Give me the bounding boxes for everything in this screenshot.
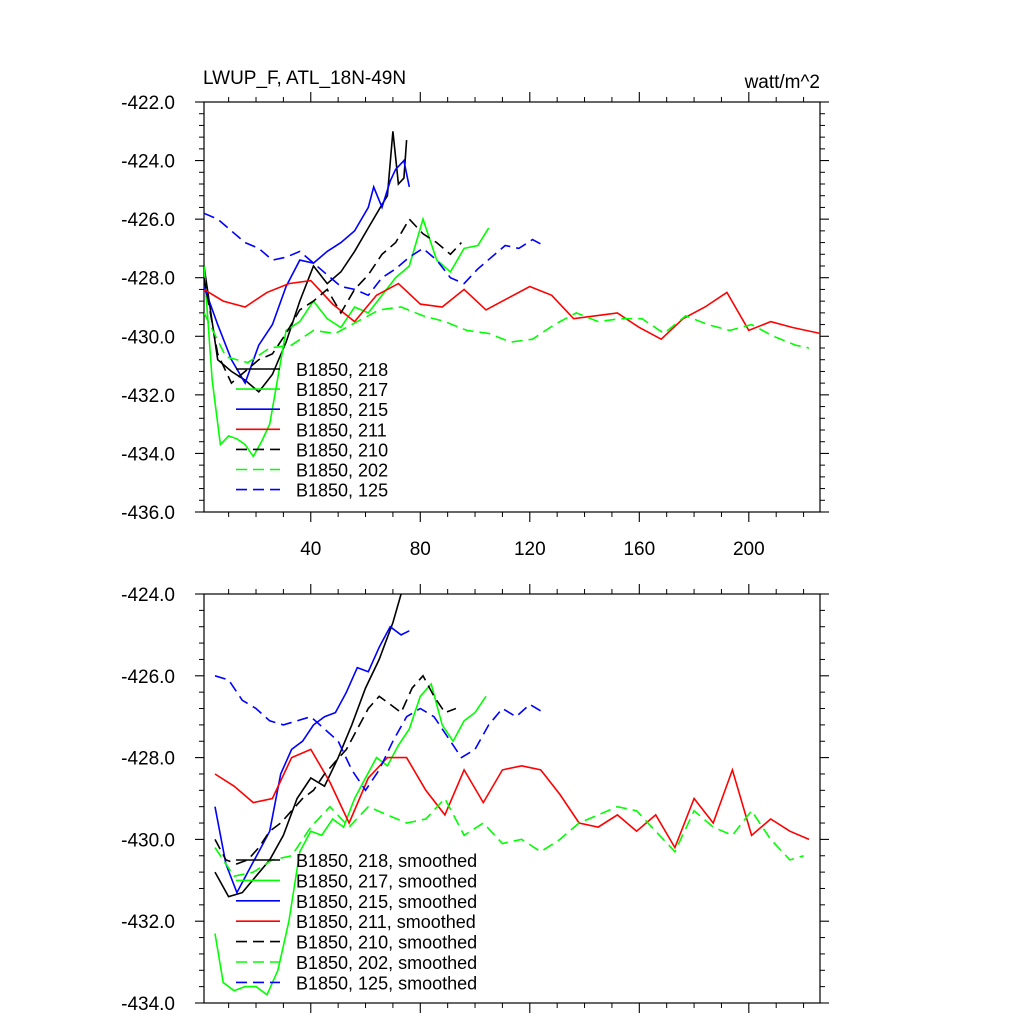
y-tick-label: -432.0 bbox=[121, 912, 175, 933]
legend-label: B1850, 202 bbox=[296, 461, 388, 481]
series-line-1 bbox=[214, 594, 402, 898]
x-tick-label: 200 bbox=[733, 539, 765, 560]
legend-label: B1850, 210 bbox=[296, 440, 388, 460]
legend-label: B1850, 210, smoothed bbox=[296, 933, 477, 953]
units-label: watt/m^2 bbox=[744, 72, 820, 93]
series-line-2 bbox=[204, 216, 490, 458]
series-line-2 bbox=[214, 682, 487, 997]
y-tick-label: -424.0 bbox=[121, 585, 175, 606]
chart-title: LWUP_F, ATL_18N-49N bbox=[203, 68, 406, 89]
y-tick-label: -428.0 bbox=[121, 749, 175, 770]
series-line-7 bbox=[204, 212, 544, 297]
series-line-7 bbox=[214, 675, 544, 792]
y-tick-label: -424.0 bbox=[121, 152, 175, 173]
x-tick-label: 80 bbox=[410, 539, 431, 560]
series-line-1 bbox=[204, 131, 408, 394]
series-line-4 bbox=[204, 279, 820, 341]
legend-label: B1850, 217, smoothed bbox=[296, 871, 477, 891]
series-line-3 bbox=[214, 625, 410, 895]
legend-label: B1850, 218 bbox=[296, 360, 388, 380]
series-line-5 bbox=[214, 674, 457, 865]
series-line-4 bbox=[214, 748, 810, 850]
legend-label: B1850, 215, smoothed bbox=[296, 892, 477, 912]
series-line-6 bbox=[214, 797, 804, 878]
legend-label: B1850, 125 bbox=[296, 481, 388, 501]
plot-frame bbox=[203, 101, 821, 513]
x-tick-label: 160 bbox=[623, 539, 655, 560]
y-tick-label: -426.0 bbox=[121, 210, 175, 231]
y-tick-label: -430.0 bbox=[121, 830, 175, 851]
series-line-3 bbox=[204, 158, 411, 385]
y-tick-label: -430.0 bbox=[121, 327, 175, 348]
legend-label: B1850, 211 bbox=[296, 420, 387, 440]
x-tick-label: 120 bbox=[514, 539, 546, 560]
legend-label: B1850, 218, smoothed bbox=[296, 851, 477, 871]
y-tick-label: -432.0 bbox=[121, 386, 175, 407]
y-tick-label: -428.0 bbox=[121, 269, 175, 290]
series-line-6 bbox=[204, 306, 810, 364]
legend-label: B1850, 215 bbox=[296, 400, 388, 420]
legend-label: B1850, 202, smoothed bbox=[296, 953, 477, 973]
legend-label: B1850, 125, smoothed bbox=[296, 973, 477, 993]
y-tick-label: -422.0 bbox=[121, 93, 175, 114]
plot-frame bbox=[203, 593, 821, 1004]
top-panel: 40 80 120 160 200 -436.0 -434.0 -432.0 -430.0 -42… bbox=[121, 92, 829, 560]
x-tick-label: 40 bbox=[300, 539, 321, 560]
y-tick-label: -426.0 bbox=[121, 667, 175, 688]
bottom-panel: -434.0 -432.0 -430.0 -428.0 -426.0 -424.0 B185… bbox=[121, 584, 829, 1015]
legend-label: B1850, 217 bbox=[296, 380, 388, 400]
y-tick-label: -436.0 bbox=[121, 503, 175, 524]
series-line-5 bbox=[204, 217, 462, 385]
legend-label: B1850, 211, smoothed bbox=[296, 912, 476, 932]
y-tick-label: -434.0 bbox=[121, 994, 175, 1015]
y-tick-label: -434.0 bbox=[121, 444, 175, 465]
